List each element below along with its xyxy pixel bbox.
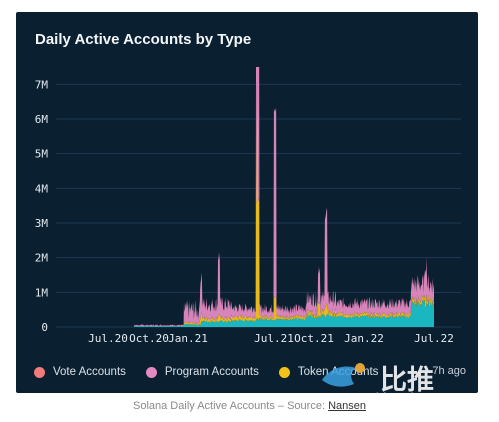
chart-title: Daily Active Accounts by Type [35, 31, 252, 48]
token-accounts-swatch [278, 366, 290, 378]
y-tick-label: 1M [35, 286, 49, 299]
legend-item-program[interactable]: Program Accounts [145, 366, 259, 378]
updated-timestamp: 7h ago [432, 365, 466, 377]
legend-item-vote[interactable]: Vote Accounts [34, 366, 126, 378]
y-axis-ticks: 7M 6M 5M 4M 3M 2M 1M 0 [35, 78, 49, 334]
y-tick-label: 2M [35, 252, 49, 265]
vote-accounts-swatch [34, 366, 45, 378]
bird-logo-icon [322, 363, 365, 387]
x-tick-label: Jan.22 [344, 332, 384, 345]
figure-caption: Solana Daily Active Accounts – Source: N… [0, 400, 499, 412]
x-tick-label: Jan.21 [168, 332, 208, 345]
y-tick-label: 4M [35, 182, 49, 195]
x-tick-label: Jul.20 [88, 332, 128, 345]
program-accounts-swatch [145, 366, 157, 378]
x-tick-label: Oct.21 [294, 332, 334, 345]
legend-label: Vote Accounts [53, 366, 126, 378]
watermark-cn: 比推 [380, 365, 434, 396]
y-tick-label: 7M [35, 78, 49, 91]
series-areas [108, 67, 434, 327]
legend-label: Program Accounts [164, 366, 259, 378]
chart-card: Daily Active Accounts by Type 7M 6M 5M 4M 3M… [16, 12, 478, 393]
program-accounts-area [108, 67, 434, 327]
vote-accounts-area [108, 67, 434, 327]
x-tick-label: Oct.20 [129, 332, 169, 345]
y-tick-label: 3M [35, 217, 49, 230]
x-axis-ticks: Jul.20 Oct.20 Jan.21 Jul.21 Oct.21 Jan.22 Jul.… [88, 332, 454, 345]
y-tick-label: 6M [35, 113, 49, 126]
caption-source-link[interactable]: Nansen [328, 400, 366, 412]
teal-series-area [108, 299, 434, 327]
x-tick-label: Jul.21 [254, 332, 294, 345]
area-chart: 7M 6M 5M 4M 3M 2M 1M 0 Jul.20 Oct.20 Jan.21 Jul.21… [35, 67, 461, 345]
caption-text: Solana Daily Active Accounts – Source: [133, 400, 329, 412]
y-tick-label: 5M [35, 148, 49, 161]
y-tick-label: 0 [41, 321, 48, 334]
bitpush-watermark: 比推 bitpush.news [320, 358, 495, 412]
watermark-domain: bitpush.news [376, 390, 452, 405]
x-tick-label: Jul.22 [414, 332, 454, 345]
legend: Vote Accounts Program Accounts Token Acc… [34, 363, 398, 381]
